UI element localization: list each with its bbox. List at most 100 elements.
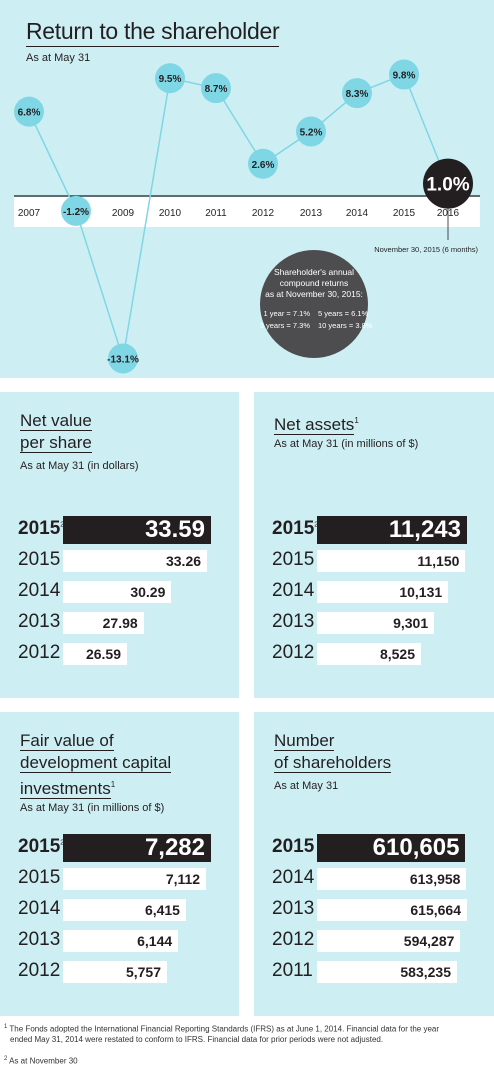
bar-row: 2012 8,525 bbox=[254, 640, 494, 668]
bar-value-label: 30.29 bbox=[130, 584, 166, 600]
period-note: November 30, 2015 (6 months) bbox=[374, 245, 478, 254]
bar-row: 2015 7,112 bbox=[0, 865, 239, 893]
bar-value-label: 6,144 bbox=[137, 933, 173, 949]
data-label: 8.7% bbox=[205, 84, 228, 95]
x-axis-strip bbox=[14, 197, 480, 227]
data-point bbox=[389, 59, 419, 90]
bar-category-label: 2015 bbox=[272, 836, 315, 857]
bar-row: 2012 5,757 bbox=[0, 958, 239, 986]
x-tick-label: 2009 bbox=[112, 208, 135, 219]
callout-return: 5 years = 6.1% bbox=[318, 309, 369, 318]
bar-row: 2015 33.26 bbox=[0, 547, 239, 575]
bar-value-label: 33.59 bbox=[144, 516, 205, 543]
bar-category-label: 2015 bbox=[18, 867, 61, 888]
data-label: 9.5% bbox=[159, 74, 182, 85]
bar: 5,757 bbox=[63, 961, 167, 983]
bar-value-label: 11,150 bbox=[417, 553, 460, 569]
data-label: -13.1% bbox=[107, 354, 139, 365]
x-tick-label: 2012 bbox=[252, 208, 275, 219]
callout-text: compound returns bbox=[280, 278, 349, 288]
bar-row: 2014 6,415 bbox=[0, 896, 239, 924]
bar-row: 2013 27.98 bbox=[0, 609, 239, 637]
data-point bbox=[296, 116, 326, 147]
bar-category-label: 2014 bbox=[272, 867, 315, 888]
bar: 33.26 bbox=[63, 550, 208, 572]
bar-value-label: 615,664 bbox=[410, 902, 461, 918]
panel-net-value-per-share: Net value per share As at May 31 (in dol… bbox=[0, 392, 239, 698]
bar-highlight: 7,282 bbox=[63, 834, 211, 862]
panel-subtitle: As at May 31 (in dollars) bbox=[20, 460, 139, 472]
bar-value-label: 594,287 bbox=[403, 933, 455, 949]
bar-row: 2014 10,131 bbox=[254, 578, 494, 606]
callout-return: 10 years = 3.8% bbox=[318, 321, 373, 330]
bar-highlight: 610,605 bbox=[317, 834, 466, 862]
bar-row: 2013 6,144 bbox=[0, 927, 239, 955]
x-tick-label: 2011 bbox=[205, 208, 227, 219]
bar-value-label: 7,282 bbox=[144, 834, 205, 861]
bar: 583,235 bbox=[317, 961, 457, 983]
panel-fair-value-investments: Fair value of development capital invest… bbox=[0, 712, 239, 1016]
bar: 26.59 bbox=[63, 643, 127, 665]
data-label: 6.8% bbox=[18, 108, 41, 119]
bar: 594,287 bbox=[317, 930, 461, 952]
bar-row: 2015 610,605 bbox=[254, 834, 494, 862]
x-tick-label: 2013 bbox=[300, 208, 323, 219]
bar: 615,664 bbox=[317, 899, 467, 921]
compound-returns-callout bbox=[260, 250, 368, 358]
line-chart: 2007200820092010201120122013201420152016… bbox=[14, 59, 480, 374]
panel-net-assets: Net assets1 As at May 31 (in millions of… bbox=[254, 392, 494, 698]
panel-title: Net value per share bbox=[20, 411, 92, 453]
x-tick-label: 2007 bbox=[18, 208, 41, 219]
data-label: 8.3% bbox=[346, 89, 369, 100]
bar-value-label: 613,958 bbox=[409, 871, 461, 887]
bar: 6,144 bbox=[63, 930, 179, 952]
bar-category-label: 2012 bbox=[18, 642, 61, 663]
bar-value-label: 610,605 bbox=[372, 834, 460, 861]
bar-category-label: 2013 bbox=[272, 611, 315, 632]
callout-return: 1 year = 7.1% bbox=[264, 309, 311, 318]
bar: 27.98 bbox=[63, 612, 144, 634]
bar-row: 2011 583,235 bbox=[254, 958, 494, 986]
bar-category-label: 2012 bbox=[18, 960, 61, 981]
bar-row: 2012 594,287 bbox=[254, 927, 494, 955]
panel-title: Net assets1 bbox=[274, 414, 359, 435]
x-tick-label: 2014 bbox=[346, 208, 369, 219]
bar: 30.29 bbox=[63, 581, 172, 603]
data-point bbox=[14, 96, 44, 127]
bar-category-label: 2013 bbox=[18, 929, 61, 950]
bar-category-label: 2013 bbox=[18, 611, 61, 632]
panel-subtitle: As at May 31 (in millions of $) bbox=[274, 438, 419, 450]
chart-title: Return to the shareholder bbox=[26, 18, 280, 47]
bar-category-label: 2013 bbox=[272, 898, 315, 919]
footnote-2: 2 As at November 30 bbox=[4, 1056, 78, 1066]
bar-row: 2013 9,301 bbox=[254, 609, 494, 637]
data-point bbox=[342, 78, 372, 109]
bar-category-label: 2014 bbox=[272, 580, 315, 601]
bar-row: 2015 11,150 bbox=[254, 547, 494, 575]
bar-highlight: 33.59 bbox=[63, 516, 211, 544]
data-label: 9.8% bbox=[393, 70, 416, 81]
bar-value-label: 33.26 bbox=[165, 553, 202, 569]
data-label: 5.2% bbox=[300, 128, 323, 139]
bar-row: 2012 26.59 bbox=[0, 640, 239, 668]
highlight-point bbox=[423, 158, 473, 209]
bar-highlight: 11,243 bbox=[317, 516, 467, 544]
x-tick-label: 2015 bbox=[393, 208, 416, 219]
bar-row: 2013 615,664 bbox=[254, 896, 494, 924]
bar-value-label: 583,235 bbox=[400, 964, 451, 980]
panel-number-of-shareholders: Number of shareholders As at May 31 2015… bbox=[254, 712, 494, 1016]
footnote-1: 1 The Fonds adopted the International Fi… bbox=[4, 1024, 440, 1044]
bar-category-label: 2012 bbox=[272, 642, 315, 663]
bar-value-label: 5,757 bbox=[125, 964, 161, 980]
bar: 613,958 bbox=[317, 868, 467, 890]
callout-text: as at November 30, 2015: bbox=[265, 289, 363, 299]
bar-value-label: 8,525 bbox=[379, 646, 415, 662]
callout-text: Shareholder's annual bbox=[274, 267, 354, 277]
panel-subtitle: As at May 31 bbox=[274, 780, 339, 792]
bar: 10,131 bbox=[317, 581, 449, 603]
data-point bbox=[155, 63, 185, 94]
bar-value-label: 26.59 bbox=[85, 646, 121, 662]
bar-value-label: 10,131 bbox=[399, 584, 443, 600]
bar: 7,112 bbox=[63, 868, 207, 890]
